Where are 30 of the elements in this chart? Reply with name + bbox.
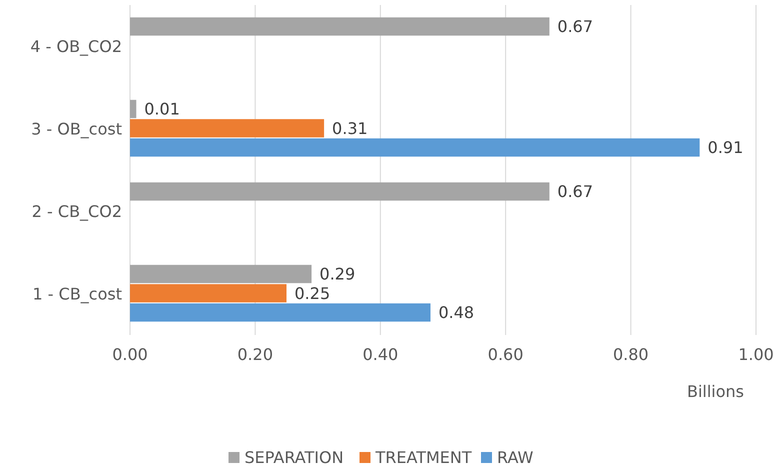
legend-label: SEPARATION [244,448,344,467]
bar [130,264,312,284]
data-label: 0.48 [438,303,474,322]
data-label: 0.25 [294,284,330,303]
x-tick-label: 0.20 [237,345,274,364]
y-tick-label: 4 - OB_CO2 [30,36,122,56]
bar [130,119,324,138]
data-label: 0.67 [557,182,594,202]
x-tick-label: 1.00 [738,345,774,364]
bar [130,303,430,322]
data-label: 0.91 [708,138,744,158]
y-tick-label: 1 - CB_cost [32,284,122,304]
bar [130,284,286,302]
y-tick-label: 2 - CB_CO2 [32,202,122,221]
x-tick-label: 0.80 [612,345,649,364]
x-tick-label: 0.00 [112,345,148,364]
legend-label: TREATMENT [374,448,472,467]
x-tick-label: 0.40 [362,345,398,364]
bar [130,182,550,201]
data-label: 0.29 [320,264,356,284]
y-tick-label: 3 - OB_cost [31,119,122,138]
bar [130,138,700,157]
bar [130,17,550,36]
legend-label: RAW [497,448,534,467]
data-label: 0.67 [557,17,594,36]
data-label: 0.31 [332,118,368,138]
x-tick-label: 0.60 [488,345,524,364]
data-label: 0.01 [144,100,180,119]
x-axis-title: Billions [686,382,744,401]
bar [130,100,136,118]
